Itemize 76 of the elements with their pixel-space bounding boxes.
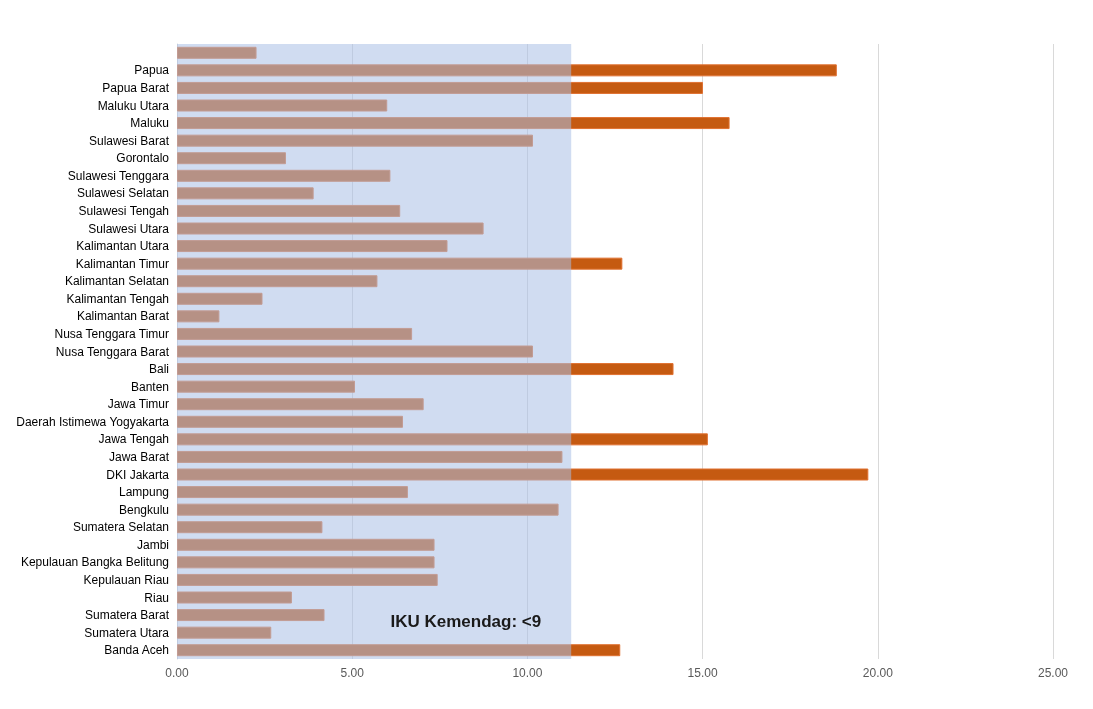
bar [177, 222, 484, 235]
bar [177, 468, 869, 481]
y-tick-label: Papua Barat [102, 80, 170, 95]
bar [177, 486, 408, 499]
bar [177, 380, 355, 393]
y-tick-label: Daerah Istimewa Yogyakarta [16, 414, 170, 429]
y-tick-label: Nusa Tenggara Timur [54, 326, 169, 341]
bar [177, 292, 263, 305]
y-tick-label: Kalimantan Utara [76, 239, 170, 254]
bar [177, 363, 674, 376]
y-tick-label: Sulawesi Barat [88, 133, 170, 148]
y-tick-label: Banten [130, 379, 169, 394]
bar [177, 556, 435, 569]
y-tick-label: Kalimantan Timur [75, 256, 169, 271]
y-tick-label: Sulawesi Tenggara [67, 168, 170, 183]
y-tick-label: Jawa Timur [107, 397, 169, 412]
y-tick-label: Jawa Tengah [98, 432, 169, 447]
bar [177, 152, 286, 165]
bar [177, 609, 325, 622]
bar [177, 310, 220, 323]
bar [177, 81, 703, 94]
bar [177, 134, 534, 147]
y-tick-label: Jambi [136, 537, 169, 552]
y-tick-label: Sumatera Barat [84, 608, 170, 623]
bar [177, 398, 424, 411]
y-tick-label: Kepulauan Riau [83, 572, 169, 587]
y-tick-label: Bengkulu [118, 502, 169, 517]
y-tick-label: Nusa Tenggara Barat [55, 344, 170, 359]
bar [177, 644, 621, 657]
y-tick-label: Maluku Utara [97, 98, 170, 113]
y-tick-label: Jawa Barat [108, 449, 170, 464]
bar [177, 503, 559, 516]
x-tick-label: 0.00 [165, 666, 189, 680]
y-tick-label: Lampung [118, 485, 169, 500]
bar [177, 415, 404, 428]
x-tick-label: 20.00 [862, 666, 894, 680]
bar [177, 433, 708, 446]
bar [177, 345, 534, 358]
y-tick-label: Kepulauan Bangka Belitung [20, 555, 169, 570]
x-tick-label: 10.00 [512, 666, 543, 680]
bar [177, 538, 435, 551]
y-tick-label: Kalimantan Selatan [64, 274, 169, 289]
y-tick-label: Maluku [130, 116, 169, 131]
bar [177, 169, 391, 182]
bar [177, 327, 413, 340]
bar [177, 64, 837, 77]
bar [177, 240, 448, 253]
x-tick-label: 25.00 [1037, 666, 1069, 680]
bar [177, 117, 730, 130]
y-tick-label: Sumatera Utara [84, 625, 170, 640]
bar [177, 573, 438, 586]
bar [177, 450, 563, 463]
bar [177, 591, 292, 604]
bar [177, 187, 314, 200]
x-tick-label: 5.00 [340, 666, 365, 680]
y-tick-label: Sulawesi Tengah [78, 203, 169, 218]
y-tick-label: Bali [148, 362, 169, 377]
y-tick-label: DKI Jakarta [106, 467, 170, 482]
x-tick-label: 15.00 [687, 666, 718, 680]
bar [177, 46, 257, 59]
y-tick-label: Riau [144, 590, 169, 605]
y-tick-label: Kalimantan Tengah [66, 291, 169, 306]
y-tick-label: Papua [134, 63, 170, 78]
band-label: IKU Kemendag: <9 [390, 611, 542, 631]
y-tick-label: Sumatera Selatan [72, 520, 169, 535]
y-tick-label: Kalimantan Barat [76, 309, 170, 324]
bar [177, 257, 623, 270]
y-tick-label: Sulawesi Selatan [76, 186, 169, 201]
bar [177, 99, 388, 112]
bar [177, 204, 401, 217]
y-tick-label: Gorontalo [116, 151, 170, 166]
bar [177, 626, 272, 639]
y-tick-label: Sulawesi Utara [88, 221, 170, 236]
y-tick-label: Banda Aceh [104, 643, 169, 658]
bar [177, 275, 378, 288]
bar [177, 521, 323, 534]
